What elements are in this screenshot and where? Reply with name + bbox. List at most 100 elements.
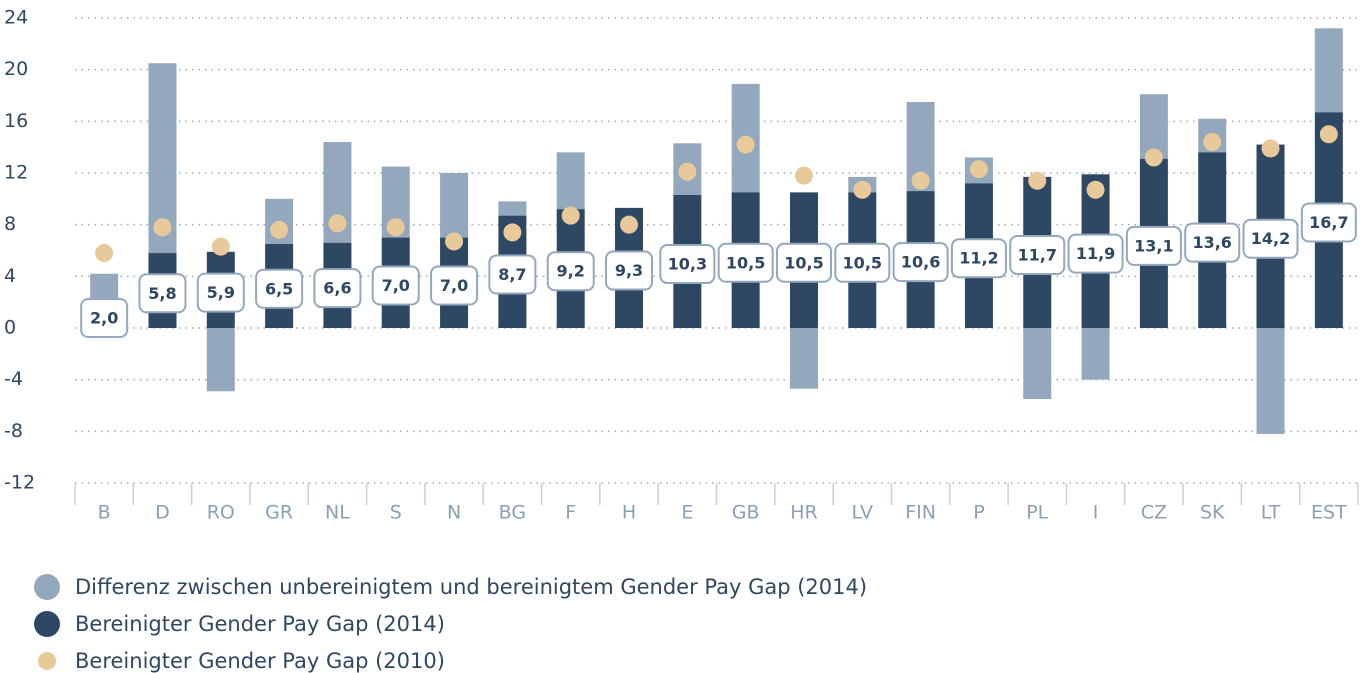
x-tick-label: P [973,502,984,524]
dot-2010 [1144,148,1163,167]
x-tick-label: F [565,502,576,524]
dot-2010 [386,218,405,237]
value-label-box [1067,233,1124,274]
value-label-box [255,268,304,309]
y-tick-label: 0 [4,317,16,339]
value-label-box [196,272,245,313]
dot-2010 [794,166,813,185]
y-tick-label: 12 [4,162,28,184]
value-label: 10,5 [726,253,765,272]
value-label: 5,8 [148,284,176,303]
value-label: 11,9 [1076,244,1115,263]
dot-2010 [1319,125,1338,144]
value-label-box [1125,225,1182,266]
value-label-box [1184,222,1241,263]
difference-bar [1314,28,1343,113]
legend-label: Bereinigter Gender Pay Gap (2014) [75,612,445,636]
value-label: 9,3 [615,261,643,280]
x-tick-label: SK [1200,502,1225,524]
x-tick-label: EST [1311,502,1347,524]
value-label: 7,0 [382,276,410,295]
dot-2010 [270,220,289,239]
dot-2010 [853,180,872,199]
value-label: 10,3 [668,255,707,274]
value-label-box [313,268,362,309]
value-label: 7,0 [440,276,468,295]
x-tick-label: S [390,502,402,524]
value-label: 6,5 [265,279,293,298]
x-tick-label: BG [499,502,526,524]
x-tick-label: FIN [905,502,936,524]
value-label-box [546,251,595,292]
x-tick-label: E [681,502,693,524]
dot-2010 [503,223,522,242]
dot-2010 [620,215,639,234]
legend-swatch [34,574,60,600]
y-tick-label: 16 [4,110,28,132]
value-label-box [1242,218,1299,259]
x-tick-label: PL [1026,502,1048,524]
dot-2010 [1086,180,1105,199]
x-tick-label: D [155,502,170,524]
legend-swatch [38,652,56,670]
x-tick-label: N [447,502,461,524]
value-label-box [775,242,832,283]
y-tick-label: 20 [4,58,28,80]
value-label-box [950,238,1007,279]
dot-2010 [445,232,464,251]
value-label: 14,2 [1251,229,1290,248]
x-tick-label: I [1093,502,1099,524]
value-label-box [1009,234,1066,275]
value-label: 10,6 [901,253,940,272]
x-tick-label: NL [325,502,350,524]
difference-bar [1256,328,1285,434]
legend-label: Differenz zwischen unbereinigtem und ber… [75,575,867,599]
value-label-box [430,265,479,306]
dot-2010 [211,237,230,256]
x-tick-label: B [98,502,111,524]
difference-bar [1023,328,1052,400]
difference-bar [498,201,527,216]
value-label: 11,7 [1018,245,1057,264]
difference-bar [440,173,469,238]
dot-2010 [153,218,172,237]
x-tick-label: CZ [1141,502,1167,524]
value-label-box [371,265,420,306]
difference-bar [556,152,585,210]
dot-2010 [1261,139,1280,158]
value-label-box [659,244,716,285]
y-tick-label: -12 [4,472,35,494]
x-tick-label: GR [265,502,293,524]
dot-2010 [911,171,930,190]
x-tick-label: HR [790,502,818,524]
x-tick-label: GB [732,502,760,524]
dot-2010 [1203,133,1222,151]
dot-2010 [1028,171,1047,190]
difference-bar [1081,328,1110,380]
value-label: 5,9 [207,283,235,302]
y-tick-label: 8 [4,213,16,235]
legend-label: Bereinigter Gender Pay Gap (2010) [75,649,445,673]
dot-2010 [678,162,697,181]
y-tick-label: 4 [4,265,16,287]
value-label: 2,0 [90,309,118,328]
difference-bar [90,273,119,303]
value-label: 9,2 [557,262,585,281]
dot-2010 [561,206,580,225]
dot-2010 [328,214,347,233]
value-label: 8,7 [498,265,526,284]
y-tick-label: -8 [4,420,23,442]
x-tick-label: LT [1261,502,1281,524]
difference-bar [206,328,235,392]
x-tick-label: RO [207,502,235,524]
dot-2010 [736,135,755,154]
value-label-box [80,298,129,338]
dot-2010 [969,160,988,179]
value-label: 13,6 [1192,233,1231,252]
dot-2010 [95,244,114,263]
value-label-box [138,273,187,314]
value-label: 10,5 [843,253,882,272]
value-label-box [605,250,654,291]
value-label-box [1300,202,1357,243]
